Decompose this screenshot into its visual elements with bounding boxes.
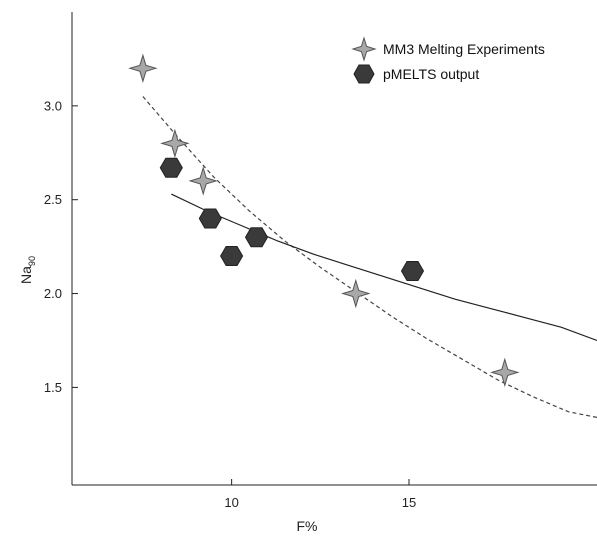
- legend-label-mm3: MM3 Melting Experiments: [383, 41, 545, 57]
- data-point-star: [188, 166, 218, 196]
- y-axis-title: Na90: [18, 256, 37, 284]
- axis-ticks: 1.5 2.0 2.5 3.0 10 15: [44, 98, 416, 510]
- data-point-hexagon: [400, 261, 425, 281]
- legend-marker-star: [351, 36, 377, 62]
- y-tick-label: 2.0: [44, 286, 62, 301]
- legend: MM3 Melting Experiments pMELTS output: [351, 36, 545, 84]
- data-points: [128, 53, 520, 388]
- data-point-star: [341, 278, 371, 309]
- y-axis-title-main: Na: [18, 266, 34, 284]
- data-point-hexagon: [220, 246, 244, 266]
- data-point-star: [128, 53, 158, 84]
- fit-line-dashed: [142, 96, 597, 418]
- data-point-hexagon: [159, 157, 183, 178]
- data-point-hexagon: [198, 208, 222, 229]
- fit-lines: [142, 96, 597, 418]
- data-point-star: [160, 128, 190, 159]
- x-tick-label: 15: [402, 495, 416, 510]
- legend-marker-hexagon: [353, 64, 375, 84]
- y-tick-label: 3.0: [44, 98, 62, 113]
- x-axis-title: F%: [297, 518, 318, 534]
- y-tick-label: 2.5: [44, 192, 62, 207]
- fit-line-solid: [171, 193, 597, 342]
- svg-text:Na90: Na90: [18, 256, 37, 284]
- data-point-hexagon: [244, 227, 269, 248]
- x-tick-label: 10: [224, 495, 238, 510]
- y-axis-title-subscript: 90: [27, 256, 37, 266]
- data-point-star: [490, 357, 520, 388]
- legend-label-pmelts: pMELTS output: [383, 66, 479, 82]
- y-tick-label: 1.5: [44, 380, 62, 395]
